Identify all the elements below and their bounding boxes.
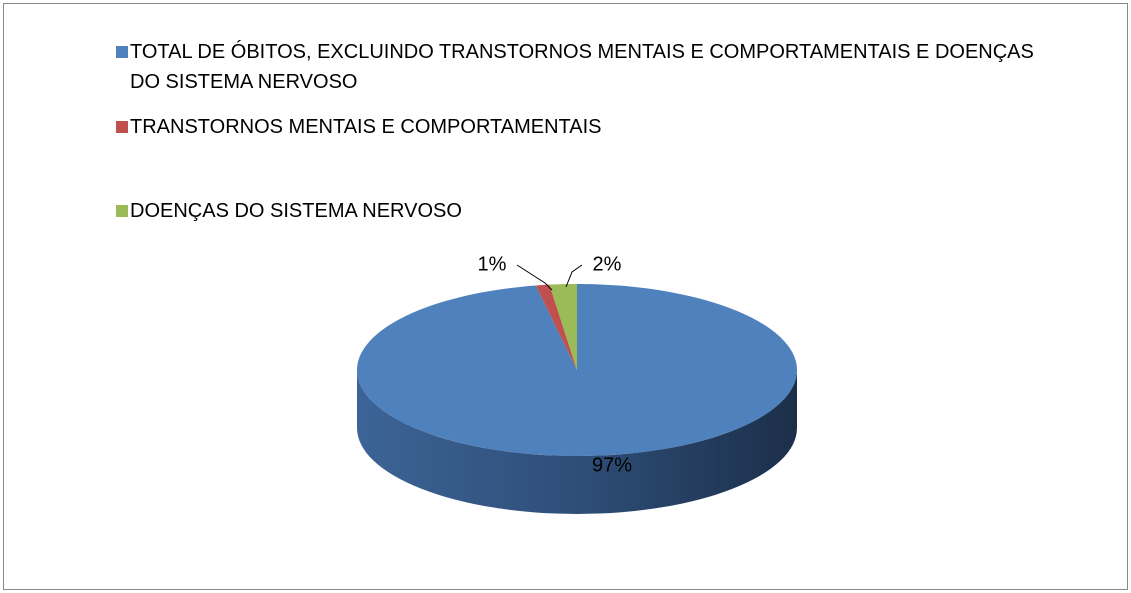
data-label: 1% [478,253,507,275]
pie-side [357,370,797,514]
legend-label: DOENÇAS DO SISTEMA NERVOSO [130,200,462,222]
data-label: 2% [593,253,622,275]
legend-swatch [116,46,128,58]
legend-item: TOTAL DE ÓBITOS, EXCLUINDO TRANSTORNOS M… [116,37,1060,97]
legend-label: TOTAL DE ÓBITOS, EXCLUINDO TRANSTORNOS M… [130,41,1034,93]
legend-item: TRANSTORNOS MENTAIS E COMPORTAMENTAIS [116,112,1060,142]
legend-swatch [116,121,128,133]
leader-line [516,264,553,291]
legend-item: DOENÇAS DO SISTEMA NERVOSO [116,196,1060,226]
data-label: 97% [592,454,632,476]
leader-line [565,264,583,288]
pie-slice [549,284,577,370]
pie-slice [535,284,577,370]
legend-label: TRANSTORNOS MENTAIS E COMPORTAMENTAIS [130,116,602,138]
pie [356,284,797,514]
legend-swatch [116,205,128,217]
pie-slice [356,284,797,456]
